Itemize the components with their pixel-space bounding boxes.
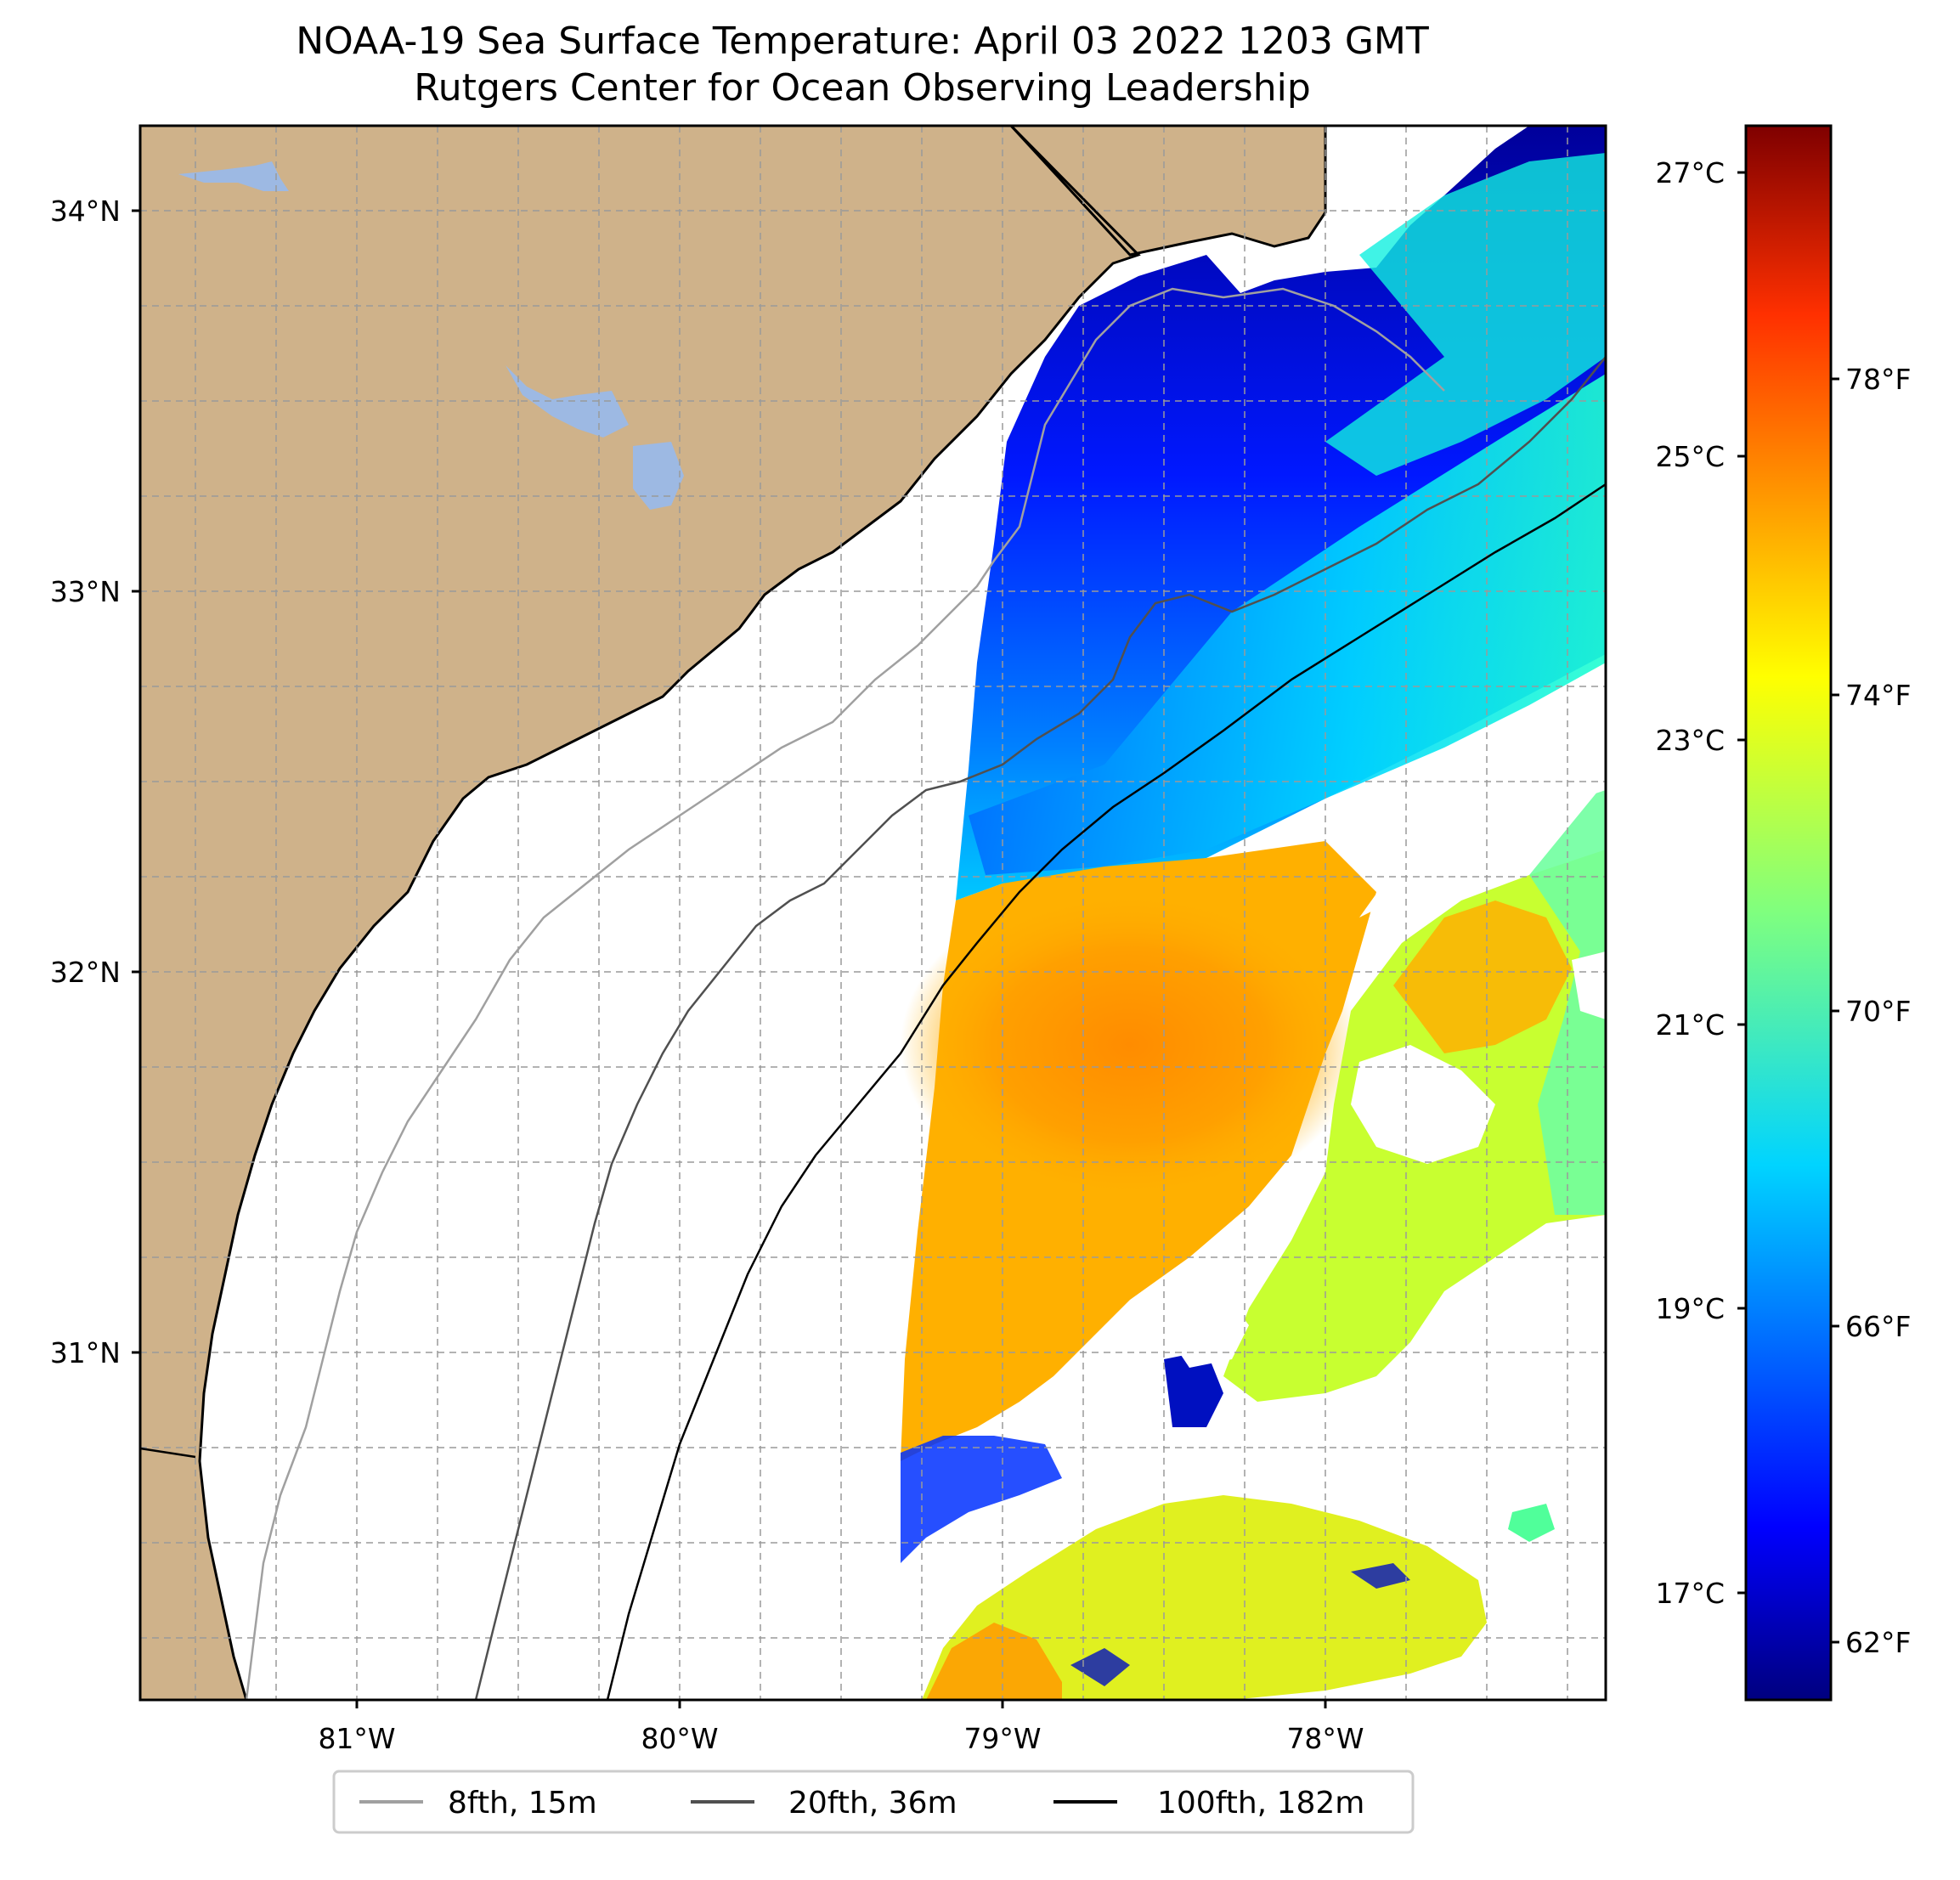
cloud-gap-west (1172, 1291, 1249, 1368)
state-border (1010, 126, 1139, 256)
colorbar-label-23c: 23°C (1655, 724, 1725, 757)
lat-label-33n: 33°N (50, 575, 121, 608)
lake-moultrie (633, 442, 684, 510)
legend-box (332, 1770, 1415, 1834)
cloud-gap-east-2 (1572, 951, 1606, 1019)
legend-label-8fth: 8fth, 15m (448, 1786, 597, 1821)
sst-cold-edge-south (901, 1436, 1062, 1563)
map-area (140, 126, 1606, 1700)
colorbar-label-78f: 78°F (1845, 363, 1911, 396)
cloud-gap-mid (1351, 1045, 1495, 1164)
lat-label-32n: 32°N (50, 956, 121, 989)
colorbar-label-74f: 74°F (1845, 679, 1911, 712)
lon-label-80w: 80°W (641, 1722, 718, 1755)
colorbar-label-70f: 70°F (1845, 995, 1911, 1028)
colorbar-label-17c: 17°C (1655, 1577, 1725, 1610)
lat-label-34n: 34°N (50, 195, 121, 228)
cloud-gap-east (1359, 680, 1606, 917)
lon-label-79w: 79°W (963, 1722, 1041, 1755)
colorbar-fahrenheit-ticks (1831, 377, 1839, 1644)
sst-orange-east (1393, 900, 1572, 1053)
legend: 8fth, 15m 20fth, 36m 100fth, 182m (332, 1770, 1415, 1834)
isobath-8fth (245, 287, 1445, 1700)
graticule (140, 126, 1606, 1700)
map-frame (138, 124, 1607, 1702)
lake-small (178, 161, 289, 191)
lon-label-78w: 78°W (1286, 1722, 1364, 1755)
colorbar-label-27c: 27°C (1655, 156, 1725, 189)
sst-warm-core (901, 884, 1359, 1206)
lake-marion (506, 365, 629, 438)
sst-green-east (1529, 782, 1606, 1215)
lat-ticks (132, 209, 140, 1354)
sst-small-patch (1508, 1504, 1555, 1542)
colorbar (1744, 124, 1833, 1702)
isobath-100fth (606, 483, 1606, 1700)
lat-label-31n: 31°N (50, 1336, 121, 1369)
sst-south-blob (922, 1495, 1487, 1700)
legend-label-20fth: 20fth, 36m (788, 1786, 957, 1821)
colorbar-label-19c: 19°C (1655, 1292, 1725, 1325)
land-mainland (140, 126, 1327, 1700)
colorbar-label-62f: 62°F (1845, 1626, 1911, 1659)
colorbar-label-21c: 21°C (1655, 1008, 1725, 1042)
state-border-south (140, 1447, 196, 1459)
colorbar-label-25c: 25°C (1655, 440, 1725, 473)
title-line-1: NOAA-19 Sea Surface Temperature: April 0… (296, 20, 1429, 63)
isobath-20fth (474, 356, 1606, 1700)
colorbar-label-66f: 66°F (1845, 1310, 1911, 1343)
sst-cold-patch (1164, 1351, 1223, 1427)
colorbar-celsius-ticks (1737, 171, 1746, 1595)
legend-label-100fth: 100fth, 182m (1157, 1786, 1364, 1821)
lon-label-81w: 81°W (318, 1722, 395, 1755)
sst-south-blob-warm (926, 1623, 1062, 1700)
title-line-2: Rutgers Center for Ocean Observing Leade… (414, 66, 1311, 110)
sst-aqua-northeast (1325, 153, 1606, 476)
sst-south-blob-cold (1070, 1563, 1410, 1686)
lon-ticks (355, 1700, 1327, 1708)
